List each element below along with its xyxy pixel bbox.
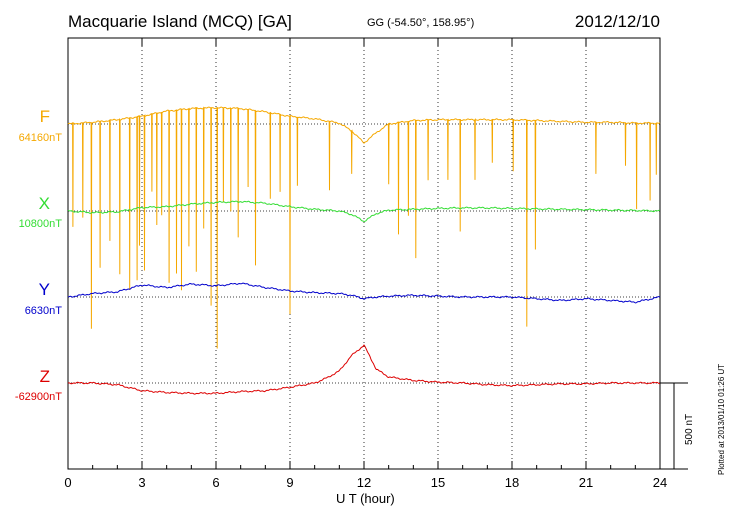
geographic-coordinates: GG (-54.50°, 158.95°) — [367, 17, 475, 29]
x-tick-label-3: 3 — [138, 475, 145, 490]
station-title: Macquarie Island (MCQ) [GA] — [68, 12, 292, 31]
x-tick-label-6: 6 — [212, 475, 219, 490]
x-axis-ticks: 0 3 6 9 12 15 18 21 24 — [64, 38, 667, 490]
x-tick-label-21: 21 — [579, 475, 593, 490]
x-tick-label-9: 9 — [286, 475, 293, 490]
component-baseline-f: 64160nT — [18, 132, 62, 144]
series-line-z — [67, 344, 661, 395]
component-baseline-y: 6630nT — [24, 305, 62, 317]
plotted-timestamp: Plotted at 2013/01/10 01:26 UT — [717, 364, 726, 475]
x-tick-label-0: 0 — [64, 475, 71, 490]
x-tick-label-18: 18 — [505, 475, 519, 490]
scale-bar-label: 500 nT — [684, 414, 695, 445]
scale-bar: 500 nT — [660, 382, 695, 470]
plot-date: 2012/12/10 — [574, 12, 660, 31]
series-line-y — [67, 282, 661, 304]
x-tick-label-12: 12 — [357, 475, 371, 490]
series-line-f — [67, 106, 661, 349]
component-baseline-x: 10800nT — [18, 218, 62, 230]
component-label-x: X — [38, 194, 50, 213]
x-tick-label-24: 24 — [653, 475, 667, 490]
component-label-z: Z — [39, 367, 50, 386]
series-line-x — [67, 200, 660, 223]
series-group — [67, 106, 661, 395]
component-label-f: F — [39, 107, 50, 126]
grid-lines — [141, 38, 587, 469]
x-tick-label-15: 15 — [431, 475, 445, 490]
x-axis-label: U T (hour) — [336, 491, 395, 506]
component-label-y: Y — [38, 280, 50, 299]
component-baseline-z: -62900nT — [14, 391, 62, 403]
